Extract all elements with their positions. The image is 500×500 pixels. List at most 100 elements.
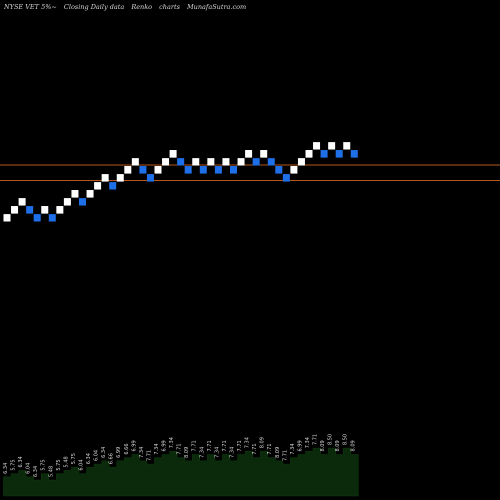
down-brick — [320, 150, 328, 158]
volume-value-label: 7.34 — [305, 437, 311, 448]
up-brick — [192, 158, 200, 166]
volume-value-label: 7.34 — [154, 443, 160, 454]
volume-value-label: 6.99 — [162, 440, 168, 451]
volume-value-label: 6.34 — [86, 453, 92, 464]
volume-value-label: 7.71 — [313, 434, 319, 445]
volume-value-label: 5.75 — [71, 453, 77, 464]
volume-area — [3, 447, 359, 497]
volume-value-label: 6.34 — [3, 463, 9, 474]
down-brick — [26, 206, 34, 214]
up-brick — [305, 150, 313, 158]
volume-value-label: 6.34 — [33, 466, 39, 477]
volume-value-label: 7.71 — [282, 450, 288, 461]
volume-value-label: 7.71 — [237, 440, 243, 451]
volume-value-label: 7.71 — [177, 443, 183, 454]
up-brick — [237, 158, 245, 166]
reference-lines — [0, 164, 500, 181]
up-brick — [56, 206, 64, 214]
volume-value-label: 8.09 — [260, 437, 266, 448]
volume-value-label: 7.71 — [222, 440, 228, 451]
up-brick — [86, 190, 94, 198]
volume-fill — [3, 447, 359, 497]
volume-value-label: 8.50 — [328, 434, 334, 445]
volume-value-label: 8.09 — [350, 440, 356, 451]
down-brick — [109, 182, 117, 190]
volume-value-label: 7.71 — [267, 443, 273, 454]
volume-value-label: 7.34 — [214, 447, 220, 458]
volume-value-label: 7.34 — [139, 447, 145, 458]
volume-value-label: 6.66 — [109, 453, 115, 464]
caption-label: Closing Daily data — [63, 3, 125, 11]
up-brick — [131, 158, 139, 166]
volume-value-label: 6.99 — [131, 440, 137, 451]
up-brick — [313, 142, 321, 150]
volume-value-label: 7.34 — [290, 443, 296, 454]
volume-value-label: 6.04 — [94, 450, 100, 461]
volume-labels: 6.34 5.75 6.346.04 6.345.755.485.75 5.48 5.75… — [3, 434, 356, 477]
up-brick — [94, 182, 102, 190]
volume-value-label: 7.34 — [169, 437, 175, 448]
down-brick — [199, 166, 207, 174]
volume-value-label: 8.50 — [343, 434, 349, 445]
up-brick — [328, 142, 336, 150]
down-brick — [139, 166, 147, 174]
up-brick — [222, 158, 230, 166]
volume-value-label: 6.34 — [101, 447, 107, 458]
volume-value-label: 8.09 — [184, 447, 190, 458]
down-brick — [350, 150, 358, 158]
volume-value-label: 6.66 — [124, 443, 130, 454]
renko-bricks — [3, 142, 358, 222]
up-brick — [260, 150, 268, 158]
volume-value-label: 8.09 — [320, 440, 326, 451]
volume-value-label: 8.09 — [275, 447, 281, 458]
volume-value-label: 7.71 — [207, 440, 213, 451]
up-brick — [343, 142, 351, 150]
chart-header: NYSE VET 5%~ Closing Daily data Renko ch… — [4, 3, 251, 11]
volume-value-label: 6.04 — [79, 459, 85, 470]
up-brick — [162, 158, 170, 166]
volume-value-label: 6.34 — [18, 456, 24, 467]
volume-value-label: 5.48 — [63, 456, 69, 467]
up-brick — [18, 198, 26, 206]
down-brick — [335, 150, 343, 158]
up-brick — [3, 214, 11, 222]
volume-value-label: 6.99 — [297, 440, 303, 451]
up-brick — [245, 150, 253, 158]
site-label: MunafaSutra.com — [187, 3, 247, 11]
up-brick — [124, 166, 132, 174]
volume-value-label: 5.75 — [41, 459, 47, 470]
down-brick — [275, 166, 283, 174]
volume-value-label: 7.71 — [192, 440, 198, 451]
up-brick — [116, 174, 124, 182]
up-brick — [11, 206, 19, 214]
volume-value-label: 7.71 — [252, 443, 258, 454]
volume-value-label: 5.75 — [11, 459, 17, 470]
down-brick — [252, 158, 260, 166]
down-brick — [48, 214, 56, 222]
up-brick — [297, 158, 305, 166]
volume-value-label: 8.09 — [335, 440, 341, 451]
up-brick — [207, 158, 215, 166]
down-brick — [79, 198, 86, 206]
volume-value-label: 7.34 — [245, 437, 251, 448]
down-brick — [184, 166, 192, 174]
down-brick — [33, 214, 41, 222]
down-brick — [214, 166, 222, 174]
volume-value-label: 6.99 — [116, 447, 122, 458]
up-brick — [169, 150, 177, 158]
chart-kind-label: Renko — [131, 3, 153, 11]
down-brick — [282, 174, 290, 182]
volume-value-label: 5.75 — [56, 459, 62, 470]
volume-value-label: 7.34 — [199, 447, 205, 458]
charts-word-label: charts — [159, 3, 180, 11]
down-brick — [267, 158, 275, 166]
down-brick — [146, 174, 154, 182]
volume-value-label: 7.71 — [146, 450, 152, 461]
down-brick — [177, 158, 185, 166]
up-brick — [63, 198, 71, 206]
ticker-label: NYSE VET 5%~ — [4, 3, 57, 11]
down-brick — [230, 166, 237, 174]
volume-value-label: 6.04 — [26, 463, 32, 474]
up-brick — [154, 166, 162, 174]
